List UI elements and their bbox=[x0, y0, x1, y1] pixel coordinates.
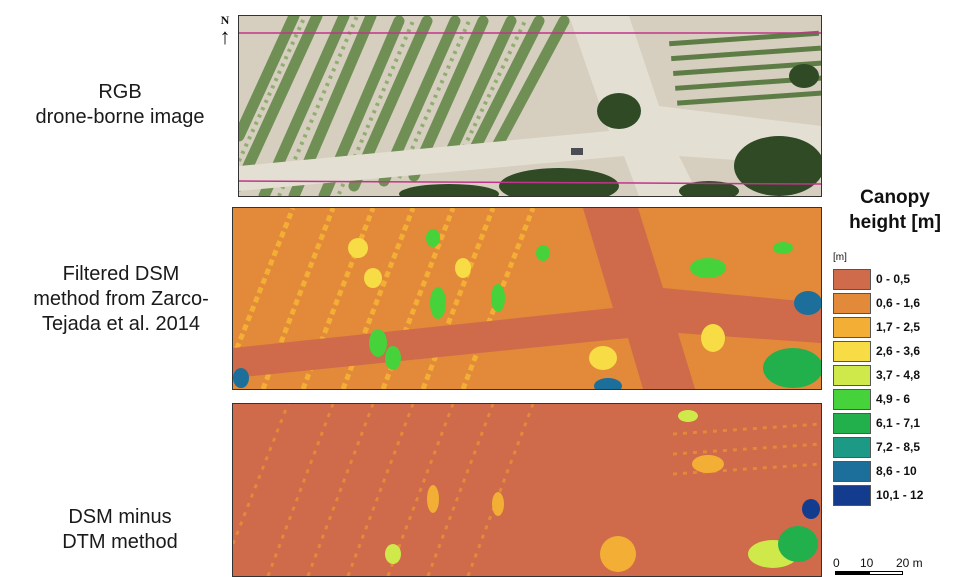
filtered-dsm-map bbox=[233, 208, 821, 389]
row-label-line: method from Zarco- bbox=[33, 288, 209, 310]
woodland-canopy bbox=[763, 348, 821, 388]
vehicle bbox=[571, 148, 583, 155]
legend-swatch bbox=[833, 413, 871, 434]
legend-label: 1,7 - 2,5 bbox=[876, 320, 921, 334]
legend-label: 2,6 - 3,6 bbox=[876, 344, 921, 358]
clip-line-bottom bbox=[239, 180, 821, 185]
legend-label: 0 - 0,5 bbox=[876, 272, 911, 286]
mid-canopy-patches bbox=[427, 455, 724, 572]
row-label-line: DTM method bbox=[62, 531, 178, 553]
row-label-line: DSM minus bbox=[68, 506, 172, 528]
legend-swatch bbox=[833, 437, 871, 458]
height-background bbox=[233, 404, 821, 576]
legend-swatch bbox=[833, 461, 871, 482]
low-canopy-rows bbox=[233, 404, 821, 576]
dirt-road bbox=[239, 16, 821, 196]
tall-canopy-patches bbox=[233, 291, 821, 389]
legend-swatch bbox=[833, 269, 871, 290]
tree-canopy-patches bbox=[369, 229, 793, 370]
legend-label: 4,9 - 6 bbox=[876, 392, 911, 406]
row-label-line: RGB bbox=[98, 81, 142, 103]
legend-title-line: height [m] bbox=[849, 212, 941, 233]
dsm-minus-dtm-map bbox=[233, 404, 821, 576]
row-label-dsm-dtm: DSM minus DTM method bbox=[10, 505, 230, 555]
legend-unit: [m] bbox=[833, 252, 847, 263]
scale-label: 10 bbox=[860, 556, 874, 570]
north-arrow-icon: ↑ bbox=[219, 24, 231, 49]
scale-bar-segment-dark bbox=[835, 571, 869, 575]
legend-label: 8,6 - 10 bbox=[876, 464, 917, 478]
north-letter: N bbox=[220, 13, 230, 27]
legend-title: Canopy height [m] bbox=[828, 185, 962, 235]
legend-swatch bbox=[833, 317, 871, 338]
legend-label: 3,7 - 4,8 bbox=[876, 368, 921, 382]
row-label-line: Tejada et al. 2014 bbox=[42, 313, 200, 335]
scale-bar-segment-light bbox=[869, 571, 903, 575]
legend-label: 0,6 - 1,6 bbox=[876, 296, 921, 310]
woodland-canopy bbox=[778, 526, 818, 562]
row-label-rgb: RGB drone-borne image bbox=[10, 80, 230, 130]
legend-swatch bbox=[833, 365, 871, 386]
scale-label: 0 bbox=[833, 556, 840, 570]
scale-bar: 0 10 20 m bbox=[833, 556, 953, 576]
row-label-line: drone-borne image bbox=[35, 106, 205, 128]
north-arrow: N ↑ bbox=[214, 14, 236, 48]
legend-swatch bbox=[833, 389, 871, 410]
rgb-image bbox=[239, 16, 821, 196]
tall-canopy-patch bbox=[802, 499, 820, 519]
legend-label: 6,1 - 7,1 bbox=[876, 416, 921, 430]
legend-label: 7,2 - 8,5 bbox=[876, 440, 921, 454]
mid-canopy-patches bbox=[348, 238, 725, 370]
scale-label: 20 m bbox=[896, 556, 923, 570]
legend-swatch bbox=[833, 485, 871, 506]
legend-swatch bbox=[833, 341, 871, 362]
legend-swatch bbox=[833, 293, 871, 314]
filtered-dsm-panel bbox=[232, 207, 822, 390]
legend-title-line: Canopy bbox=[860, 187, 930, 208]
vine-rows-right bbox=[669, 30, 821, 106]
dsm-minus-dtm-panel bbox=[232, 403, 822, 577]
legend-label: 10,1 - 12 bbox=[876, 488, 924, 502]
row-label-filtered: Filtered DSM method from Zarco- Tejada e… bbox=[8, 262, 234, 337]
row-label-line: Filtered DSM bbox=[62, 263, 180, 285]
rgb-image-panel bbox=[238, 15, 822, 197]
